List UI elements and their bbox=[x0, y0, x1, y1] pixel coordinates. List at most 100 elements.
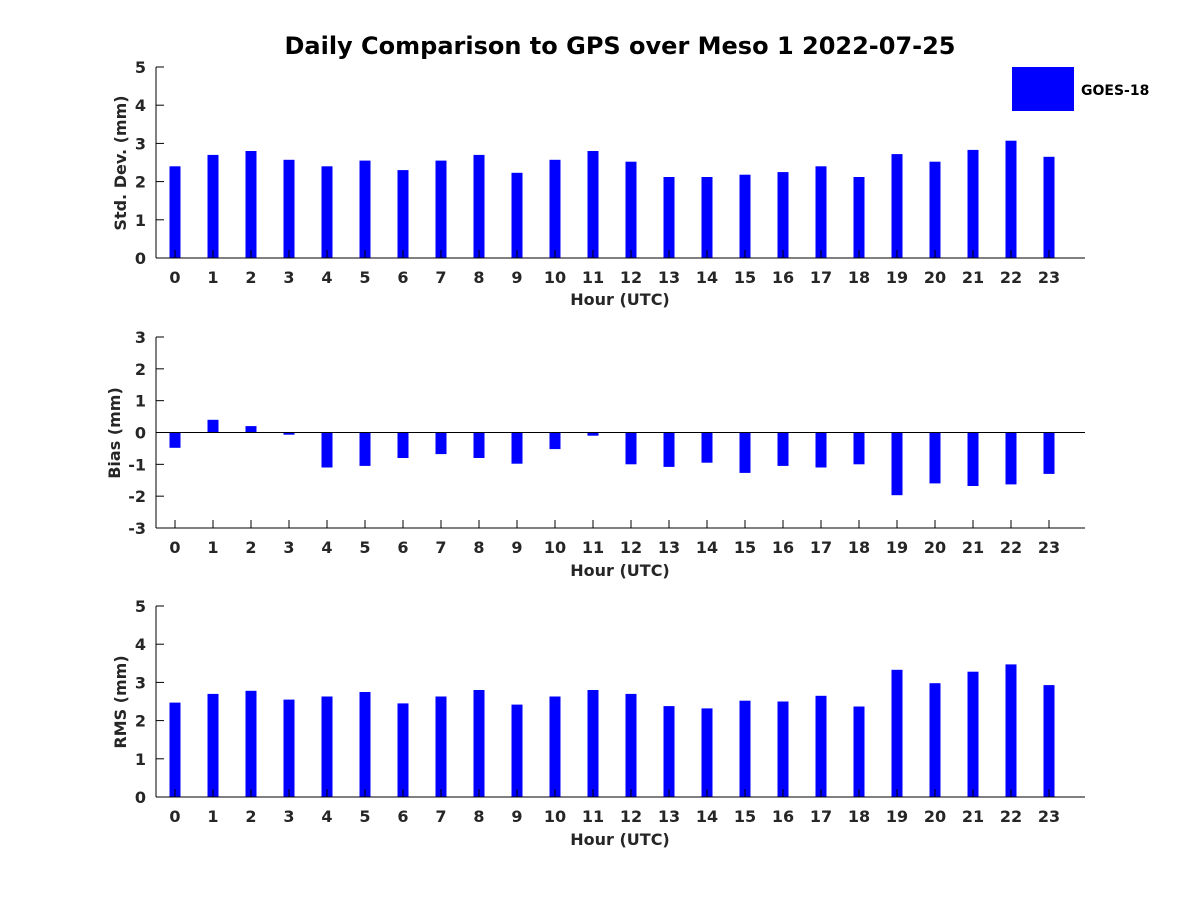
bar-rms-11 bbox=[587, 690, 599, 797]
xtick-label-bias: 4 bbox=[321, 538, 332, 557]
xtick-label-bias: 18 bbox=[848, 538, 870, 557]
bar-std-dev-18 bbox=[853, 177, 865, 258]
bar-std-dev-17 bbox=[815, 166, 827, 258]
ytick-label-std-dev: 4 bbox=[135, 96, 146, 115]
xtick-label-std-dev: 13 bbox=[658, 268, 680, 287]
bar-rms-12 bbox=[625, 693, 637, 797]
xtick-label-bias: 13 bbox=[658, 538, 680, 557]
xtick-label-bias: 20 bbox=[924, 538, 946, 557]
bar-rms-2 bbox=[245, 690, 257, 797]
xtick-label-rms: 8 bbox=[473, 807, 484, 826]
bar-rms-19 bbox=[891, 669, 903, 797]
xtick-label-std-dev: 9 bbox=[511, 268, 522, 287]
bar-std-dev-5 bbox=[359, 160, 371, 258]
xtick-label-std-dev: 19 bbox=[886, 268, 908, 287]
bar-std-dev-11 bbox=[587, 151, 599, 258]
bar-std-dev-8 bbox=[473, 154, 485, 258]
xtick-label-std-dev: 0 bbox=[169, 268, 180, 287]
bar-bias-16 bbox=[777, 432, 789, 466]
bar-bias-2 bbox=[245, 426, 257, 433]
bar-rms-22 bbox=[1005, 664, 1017, 797]
xtick-label-rms: 11 bbox=[582, 807, 604, 826]
bar-std-dev-20 bbox=[929, 161, 941, 258]
xtick-label-bias: 6 bbox=[397, 538, 408, 557]
xtick-label-rms: 17 bbox=[810, 807, 832, 826]
bar-std-dev-14 bbox=[701, 177, 713, 258]
xlabel-rms: Hour (UTC) bbox=[570, 830, 670, 849]
ytick-label-rms: 0 bbox=[135, 788, 146, 807]
bar-bias-19 bbox=[891, 432, 903, 496]
bar-rms-10 bbox=[549, 696, 561, 797]
xtick-label-bias: 8 bbox=[473, 538, 484, 557]
xtick-label-std-dev: 20 bbox=[924, 268, 946, 287]
ytick-label-rms: 2 bbox=[135, 712, 146, 731]
xtick-label-std-dev: 5 bbox=[359, 268, 370, 287]
bar-std-dev-15 bbox=[739, 174, 751, 258]
bar-std-dev-10 bbox=[549, 159, 561, 258]
xtick-label-bias: 22 bbox=[1000, 538, 1022, 557]
bar-rms-8 bbox=[473, 690, 485, 797]
xtick-label-bias: 5 bbox=[359, 538, 370, 557]
ytick-label-bias: 2 bbox=[135, 360, 146, 379]
xtick-label-bias: 21 bbox=[962, 538, 984, 557]
xlabel-bias: Hour (UTC) bbox=[570, 561, 670, 580]
ytick-label-bias: -2 bbox=[128, 487, 146, 506]
xtick-label-rms: 23 bbox=[1038, 807, 1060, 826]
ytick-label-std-dev: 5 bbox=[135, 58, 146, 77]
xtick-label-bias: 15 bbox=[734, 538, 756, 557]
xtick-label-bias: 23 bbox=[1038, 538, 1060, 557]
bar-rms-1 bbox=[207, 693, 219, 797]
bar-rms-13 bbox=[663, 706, 675, 797]
xtick-label-rms: 3 bbox=[283, 807, 294, 826]
bar-bias-13 bbox=[663, 432, 675, 467]
xtick-label-rms: 16 bbox=[772, 807, 794, 826]
bar-rms-4 bbox=[321, 696, 333, 797]
ytick-label-bias: -1 bbox=[128, 455, 146, 474]
xtick-label-rms: 13 bbox=[658, 807, 680, 826]
bar-bias-6 bbox=[397, 432, 409, 458]
xtick-label-std-dev: 2 bbox=[245, 268, 256, 287]
xtick-label-bias: 19 bbox=[886, 538, 908, 557]
ylabel-std-dev: Std. Dev. (mm) bbox=[111, 95, 130, 230]
bar-rms-17 bbox=[815, 695, 827, 797]
bar-bias-12 bbox=[625, 432, 637, 465]
xtick-label-bias: 0 bbox=[169, 538, 180, 557]
xtick-label-rms: 14 bbox=[696, 807, 718, 826]
xtick-label-rms: 21 bbox=[962, 807, 984, 826]
xtick-label-rms: 19 bbox=[886, 807, 908, 826]
bar-bias-18 bbox=[853, 432, 865, 465]
bar-rms-15 bbox=[739, 700, 751, 797]
bar-std-dev-21 bbox=[967, 149, 979, 258]
bar-std-dev-16 bbox=[777, 172, 789, 258]
ytick-label-bias: 3 bbox=[135, 328, 146, 347]
xtick-label-std-dev: 11 bbox=[582, 268, 604, 287]
xtick-label-bias: 10 bbox=[544, 538, 566, 557]
xtick-label-std-dev: 12 bbox=[620, 268, 642, 287]
legend: GOES-18 bbox=[1012, 67, 1149, 111]
xtick-label-std-dev: 22 bbox=[1000, 268, 1022, 287]
xtick-label-rms: 15 bbox=[734, 807, 756, 826]
xtick-label-std-dev: 3 bbox=[283, 268, 294, 287]
xtick-label-bias: 17 bbox=[810, 538, 832, 557]
bar-bias-7 bbox=[435, 432, 447, 455]
ytick-label-rms: 5 bbox=[135, 597, 146, 616]
bar-bias-0 bbox=[169, 432, 181, 448]
bar-std-dev-0 bbox=[169, 166, 181, 258]
ytick-label-std-dev: 3 bbox=[135, 134, 146, 153]
bar-std-dev-1 bbox=[207, 154, 219, 258]
bar-std-dev-7 bbox=[435, 160, 447, 258]
bar-bias-21 bbox=[967, 432, 979, 486]
xtick-label-std-dev: 8 bbox=[473, 268, 484, 287]
xtick-label-std-dev: 16 bbox=[772, 268, 794, 287]
ylabel-rms: RMS (mm) bbox=[111, 655, 130, 748]
bar-rms-9 bbox=[511, 704, 523, 797]
bar-bias-4 bbox=[321, 432, 333, 468]
xtick-label-rms: 0 bbox=[169, 807, 180, 826]
xtick-label-bias: 16 bbox=[772, 538, 794, 557]
bar-std-dev-22 bbox=[1005, 140, 1017, 258]
chart-title: Daily Comparison to GPS over Meso 1 2022… bbox=[284, 32, 955, 60]
xtick-label-rms: 5 bbox=[359, 807, 370, 826]
